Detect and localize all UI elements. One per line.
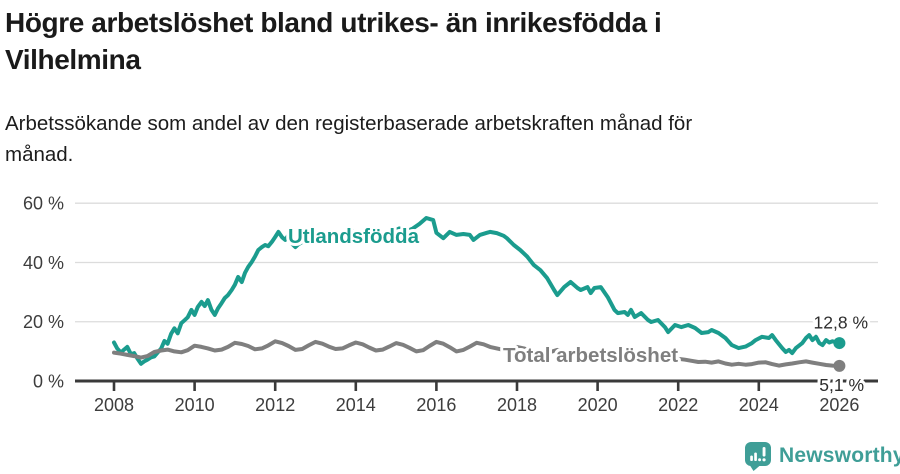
title-line-2: Vilhelmina — [5, 44, 141, 75]
x-tick-label: 2010 — [175, 395, 215, 415]
x-tick-label: 2022 — [658, 395, 698, 415]
exclamation-dot — [762, 458, 766, 462]
bubble-shape — [745, 442, 771, 466]
series-line-total — [112, 339, 842, 368]
x-tick-label: 2008 — [94, 395, 134, 415]
end-dot-total — [833, 359, 846, 372]
bar-icon-dot — [758, 458, 762, 462]
y-tick-label: 20 % — [23, 312, 64, 332]
newsworthy-bubble-icon — [745, 442, 771, 471]
x-tick-label: 2016 — [416, 395, 456, 415]
series-label-total: Total arbetslöshet — [503, 344, 678, 367]
series-label-utlandsfodda: Utlandsfödda — [288, 225, 420, 248]
title-line-1: Högre arbetslöshet bland utrikes- än inr… — [5, 7, 662, 38]
end-dot-utlandsfodda — [833, 337, 846, 350]
y-tick-label: 40 % — [23, 253, 64, 273]
newsworthy-wordmark: Newsworthy — [779, 444, 900, 467]
end-value-label-utlandsfodda: 12,8 % — [814, 313, 868, 333]
bar-icon-small — [750, 455, 753, 461]
x-tick-label: 2026 — [819, 395, 859, 415]
chart-subtitle: Arbetssökande som andel av den registerb… — [5, 108, 875, 170]
y-tick-label: 60 % — [23, 194, 64, 214]
bar-icon-medium — [754, 452, 757, 461]
end-value-label-total: 5,1 % — [819, 375, 864, 395]
x-tick-label: 2020 — [578, 395, 618, 415]
page-title: Högre arbetslöshet bland utrikes- än inr… — [5, 4, 785, 78]
subtitle-line-2: månad. — [5, 143, 74, 166]
newsworthy-logo[interactable]: Newsworthy — [744, 441, 900, 471]
exclamation-bar — [762, 447, 766, 457]
bubble-tail — [750, 465, 760, 471]
x-tick-label: 2024 — [739, 395, 779, 415]
y-tick-label: 0 % — [33, 372, 64, 392]
series-line-utlandsfodda — [112, 216, 842, 366]
x-tick-label: 2018 — [497, 395, 537, 415]
subtitle-line-1: Arbetssökande som andel av den registerb… — [5, 112, 693, 135]
x-tick-label: 2012 — [255, 395, 295, 415]
x-tick-label: 2014 — [336, 395, 376, 415]
